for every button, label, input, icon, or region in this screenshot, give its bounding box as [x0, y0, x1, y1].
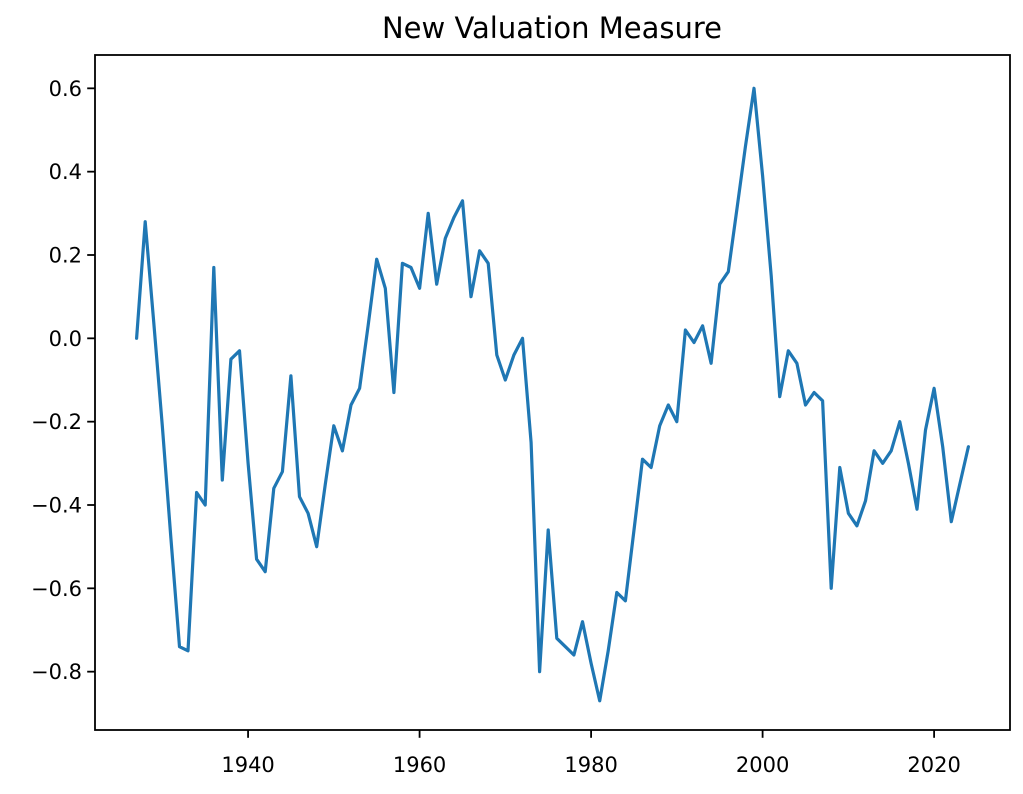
y-tick-label: 0.4 [49, 160, 82, 184]
y-tick-label: −0.6 [31, 577, 82, 601]
x-tick-label: 1960 [393, 753, 446, 777]
x-axis-ticks: 1940 1960 1980 2000 2020 [221, 730, 961, 777]
y-tick-label: −0.4 [31, 494, 82, 518]
x-tick-label: 1980 [564, 753, 617, 777]
y-tick-label: −0.2 [31, 410, 82, 434]
x-tick-label: 2020 [907, 753, 960, 777]
chart-title: New Valuation Measure [382, 11, 722, 45]
y-tick-label: 0.6 [49, 77, 82, 101]
x-tick-label: 1940 [221, 753, 274, 777]
valuation-series-line [135, 86, 971, 703]
y-tick-label: 0.2 [49, 244, 82, 268]
y-axis-ticks: 0.6 0.4 0.2 0.0 −0.2 −0.4 −0.6 −0.8 [31, 77, 95, 684]
y-tick-label: 0.0 [49, 327, 82, 351]
y-tick-label: −0.8 [31, 660, 82, 684]
x-tick-label: 2000 [736, 753, 789, 777]
plot-border [94, 54, 1011, 731]
